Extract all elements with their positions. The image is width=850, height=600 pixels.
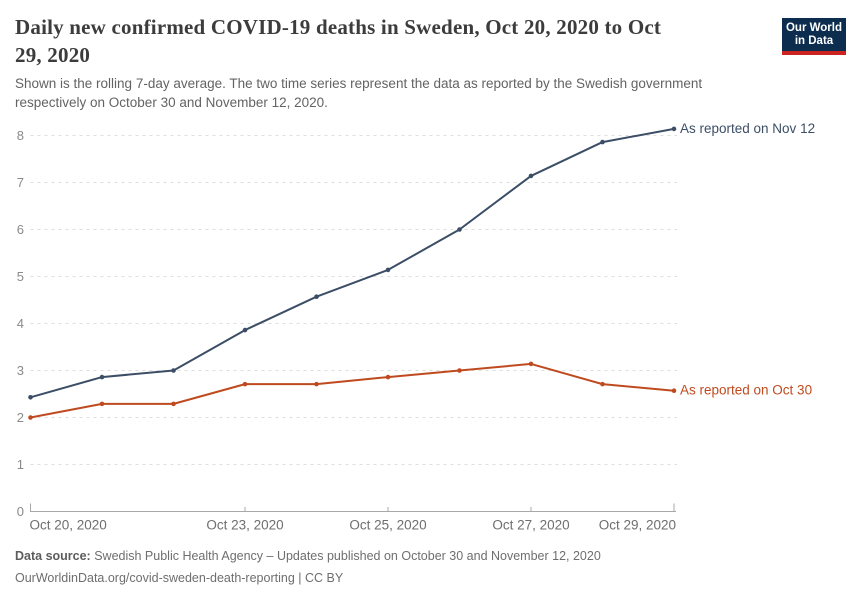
data-point-marker <box>385 267 391 273</box>
y-tick-label: 5 <box>17 269 24 284</box>
data-source-line: Data source: Swedish Public Health Agenc… <box>15 545 601 567</box>
data-point-marker <box>242 327 248 333</box>
data-point-marker <box>600 381 605 387</box>
data-point-marker <box>314 294 319 300</box>
x-tick-label: Oct 29, 2020 <box>599 518 676 533</box>
y-tick-label: 3 <box>17 363 24 378</box>
data-point-marker <box>457 227 462 232</box>
data-point-marker <box>28 394 33 400</box>
chart-subtitle: Shown is the rolling 7-day average. The … <box>15 76 703 110</box>
data-point-marker <box>385 374 391 380</box>
series-end-label-0: As reported on Nov 12 <box>680 121 815 136</box>
logo-text-line1: Our World <box>785 22 842 34</box>
y-tick-label: 4 <box>17 316 24 331</box>
data-point-marker <box>528 173 534 179</box>
data-source-label: Data source: <box>15 549 91 563</box>
series-line-0 <box>29 127 675 399</box>
y-tick-label: 2 <box>17 410 24 425</box>
y-tick-label: 8 <box>17 128 24 143</box>
data-point-marker <box>671 388 677 394</box>
logo-text-line2: in Data <box>794 35 834 47</box>
x-tick-label: Oct 20, 2020 <box>30 518 107 533</box>
data-point-marker <box>171 368 176 373</box>
data-point-marker <box>242 381 248 387</box>
y-tick-label: 0 <box>17 504 24 519</box>
data-point-marker <box>28 415 33 420</box>
data-point-marker <box>99 374 105 380</box>
y-tick-label: 7 <box>17 175 24 190</box>
data-point-marker <box>314 381 319 387</box>
x-tick-label: Oct 25, 2020 <box>349 518 426 533</box>
page-title: Daily new confirmed COVID-19 deaths in S… <box>15 15 662 67</box>
owid-logo: Our World in Data <box>782 18 846 55</box>
data-point-marker <box>99 401 105 407</box>
data-point-marker <box>528 361 534 367</box>
y-tick-label: 1 <box>17 457 24 472</box>
license-line: OurWorldinData.org/covid-sweden-death-re… <box>15 571 344 585</box>
data-source-text: Swedish Public Health Agency – Updates p… <box>90 549 601 563</box>
x-tick-label: Oct 23, 2020 <box>206 518 283 533</box>
data-point-marker <box>671 126 677 132</box>
data-point-marker <box>600 139 605 145</box>
chart-footer: Data source: Swedish Public Health Agenc… <box>15 545 601 589</box>
data-point-marker <box>457 368 462 373</box>
x-tick-label: Oct 27, 2020 <box>492 518 569 533</box>
data-point-marker <box>171 401 176 407</box>
series-line-1 <box>29 362 675 419</box>
series-end-label-1: As reported on Oct 30 <box>680 383 812 398</box>
y-tick-label: 6 <box>17 222 24 237</box>
